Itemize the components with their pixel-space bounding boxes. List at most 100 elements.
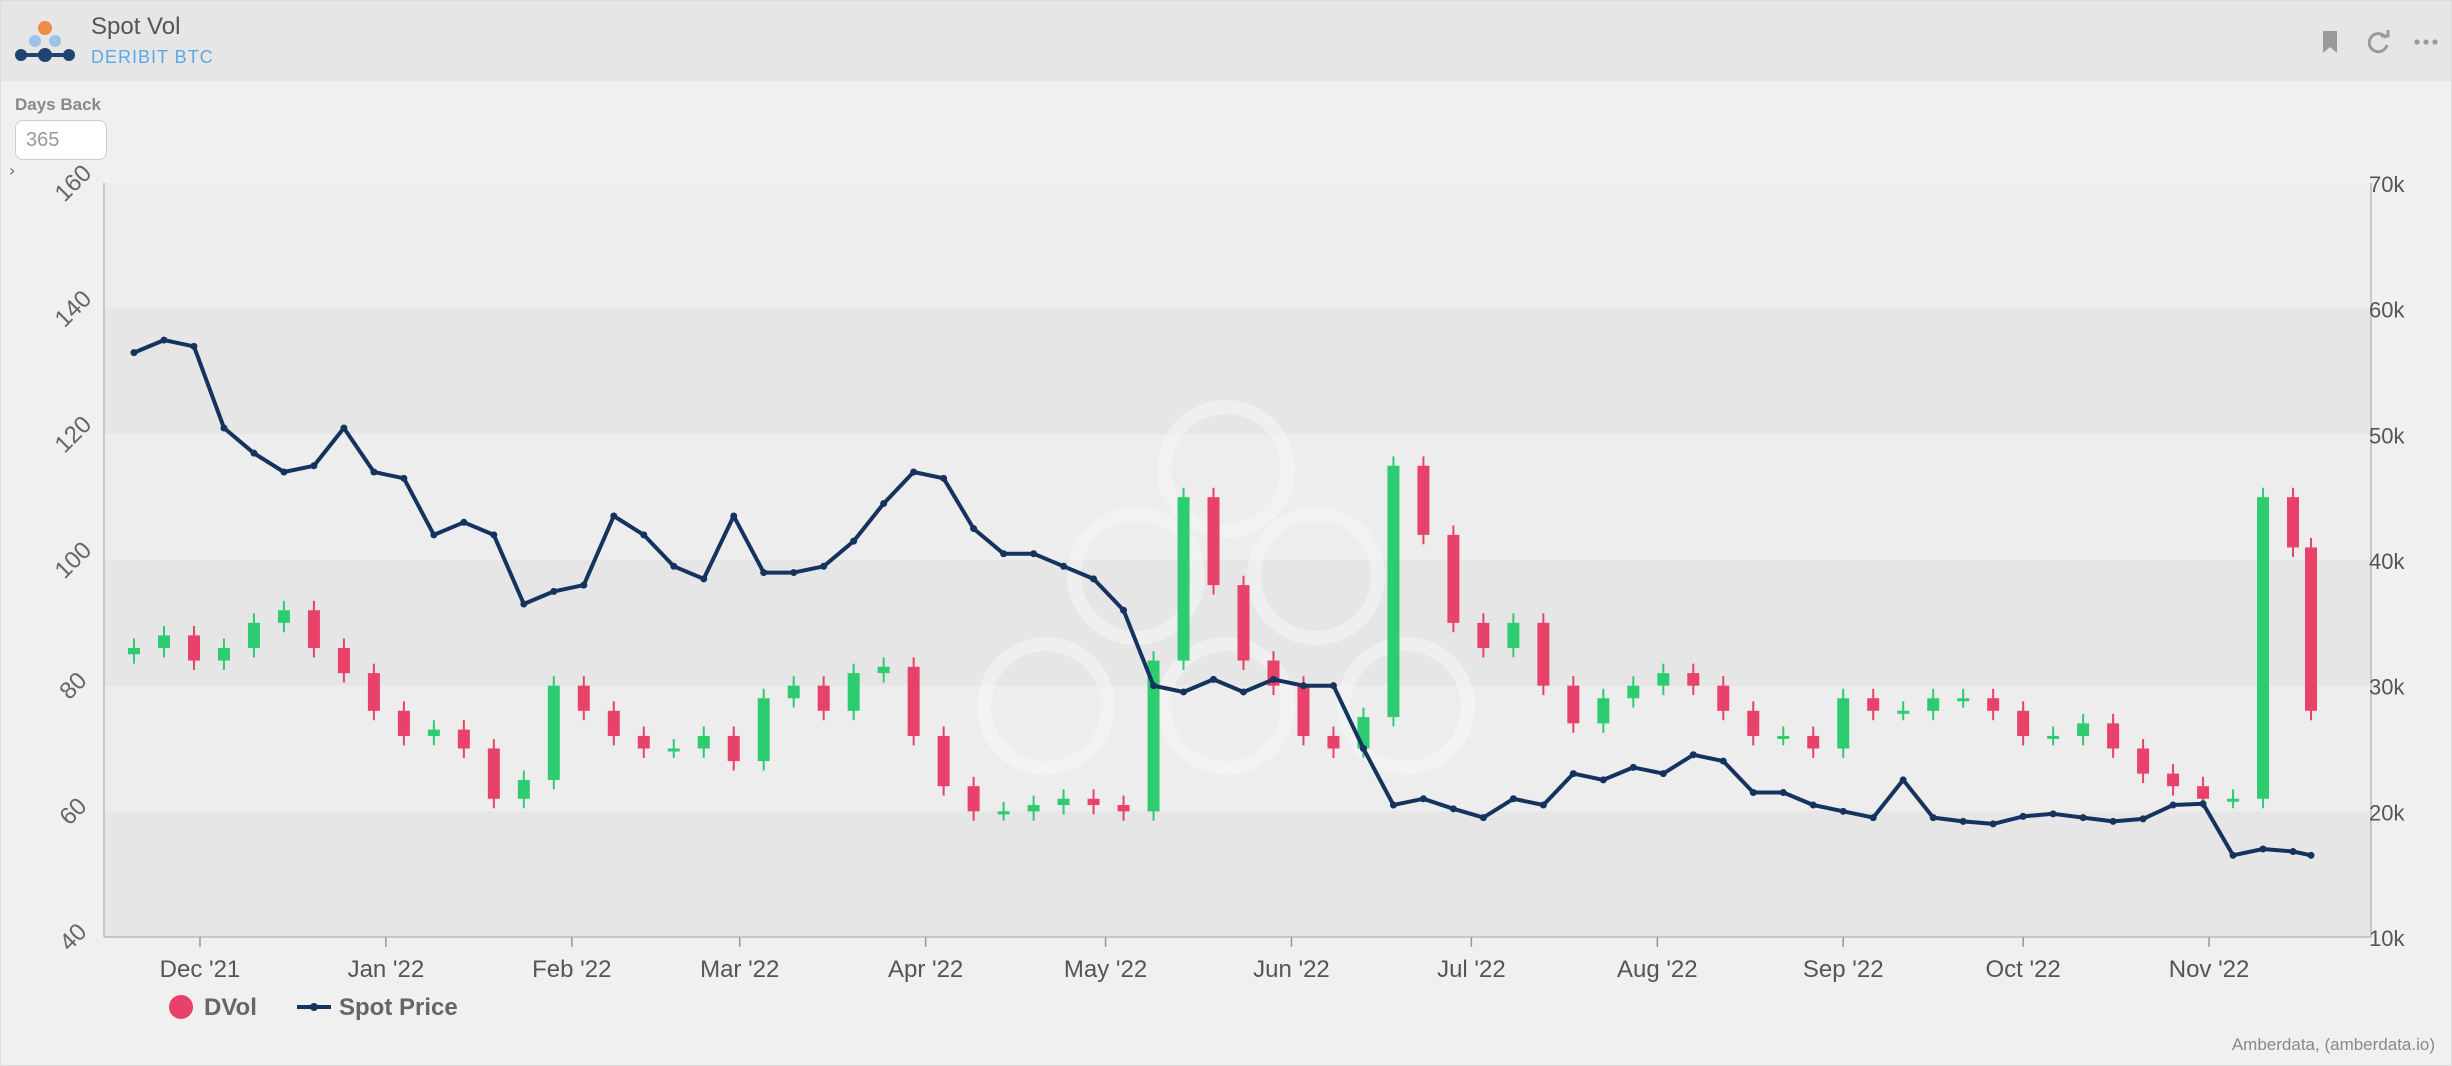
spot-price-point [1629,763,1637,771]
spot-price-point [2289,848,2297,856]
spot-price-point [1210,675,1218,683]
spot-price-point [1989,820,1997,828]
bookmark-icon[interactable] [2315,27,2345,57]
dvol-candle [817,685,830,711]
spot-price-point [430,531,438,539]
dvol-candle [1057,798,1070,806]
spot-price-point [1389,801,1397,809]
spot-price-point [2139,815,2147,823]
spot-price-point [640,531,648,539]
dvol-candle [277,610,290,623]
spot-price-point [2199,800,2207,808]
spot-price-point [2109,817,2117,825]
watermark-circle [1247,507,1385,645]
spot-price-point [2307,851,2315,859]
spot-price-point [1419,795,1427,803]
days-back-label: Days Back [15,95,102,114]
dvol-candle [1657,673,1670,686]
dvol-candle [967,786,980,812]
dvol-candle [1447,534,1460,623]
spot-price-point [1269,675,1277,683]
dvol-candle [187,635,200,661]
dvol-candle [307,610,320,648]
dvol-candle [1207,497,1220,586]
dvol-candle [607,710,620,736]
spot-price-point [400,474,408,482]
spot-price-line [133,338,2312,858]
dvol-candle [1507,622,1520,648]
dvol-candle [1537,622,1550,686]
spot-price-point [730,512,738,520]
dvol-candle [1477,622,1490,648]
dvol-candle [517,779,530,799]
chart-credit: Amberdata, (amberdata.io) [2231,1035,2435,1054]
dvol-candle [397,710,410,736]
watermark-circle [1157,400,1295,538]
dvol-candle [2227,798,2240,802]
spot-price-point [1929,814,1937,822]
dvol-candle [547,685,560,780]
spot-price-point [370,468,378,476]
spot-price-point [1539,801,1547,809]
days-back-input[interactable] [15,120,107,160]
spot-price-point [2169,801,2177,809]
spot-price-point [1569,770,1577,778]
spot-price-point [2259,845,2267,853]
dvol-candle [2017,710,2030,736]
y-left-tick-label: 60 [54,793,92,831]
spot-price-point [1779,788,1787,796]
watermark-circle [977,637,1115,775]
plot-band [104,308,2371,435]
y-right-tick-label: 30k [2369,675,2405,700]
y-right-tick-label: 60k [2369,298,2405,323]
watermark-logo [977,400,1475,775]
spot-price-point [460,518,468,526]
panel-header: Spot Vol DERIBIT BTC [1,1,2451,81]
dvol-candle [1957,698,1970,702]
spot-price-point [1180,688,1188,696]
dvol-candle [1117,805,1130,812]
y-right-tick-label: 10k [2369,926,2405,951]
x-tick-label: Feb '22 [532,956,611,983]
spot-price-point [1509,795,1517,803]
legend-spot-label: Spot Price [339,994,458,1021]
more-icon[interactable] [2411,27,2441,57]
spot-price-point [310,462,318,470]
dvol-candle [1807,735,1820,749]
x-tick-label: Sep '22 [1803,956,1884,983]
dvol-candle [2167,773,2180,787]
dvol-candle [2077,723,2090,736]
spot-price-point [1839,807,1847,815]
spot-price-point [2079,814,2087,822]
dvol-candle [157,635,170,648]
spot-price-point [160,336,168,344]
dvol-candle [2197,786,2210,799]
spot-price-point [1479,814,1487,822]
spot-price-point [220,424,228,432]
spot-price-series [130,336,2315,859]
spot-price-point [940,474,948,482]
chevron-right-icon[interactable]: › [9,161,16,180]
dvol-candle [997,811,1010,815]
x-tick-label: May '22 [1064,956,1147,983]
spot-price-point [280,468,288,476]
spot-price-point [2229,851,2237,859]
x-tick-label: Jul '22 [1437,956,1506,983]
spot-price-point [1000,550,1008,558]
y-right-tick-label: 70k [2369,172,2405,197]
dvol-candle [1717,685,1730,711]
dvol-candle [2287,497,2300,548]
dvol-candle [2047,735,2060,739]
spot-price-point [190,342,198,350]
spot-price-point [520,600,528,608]
spot-price-point [1090,575,1098,583]
refresh-icon[interactable] [2363,27,2393,57]
watermark-circle [1157,637,1295,775]
x-tick-label: Mar '22 [700,956,779,983]
dvol-candle [2107,723,2120,749]
dvol-candle [637,735,650,749]
dvol-candle [1747,710,1760,736]
spot-price-point [1959,817,1967,825]
dvol-candle [1147,660,1160,812]
